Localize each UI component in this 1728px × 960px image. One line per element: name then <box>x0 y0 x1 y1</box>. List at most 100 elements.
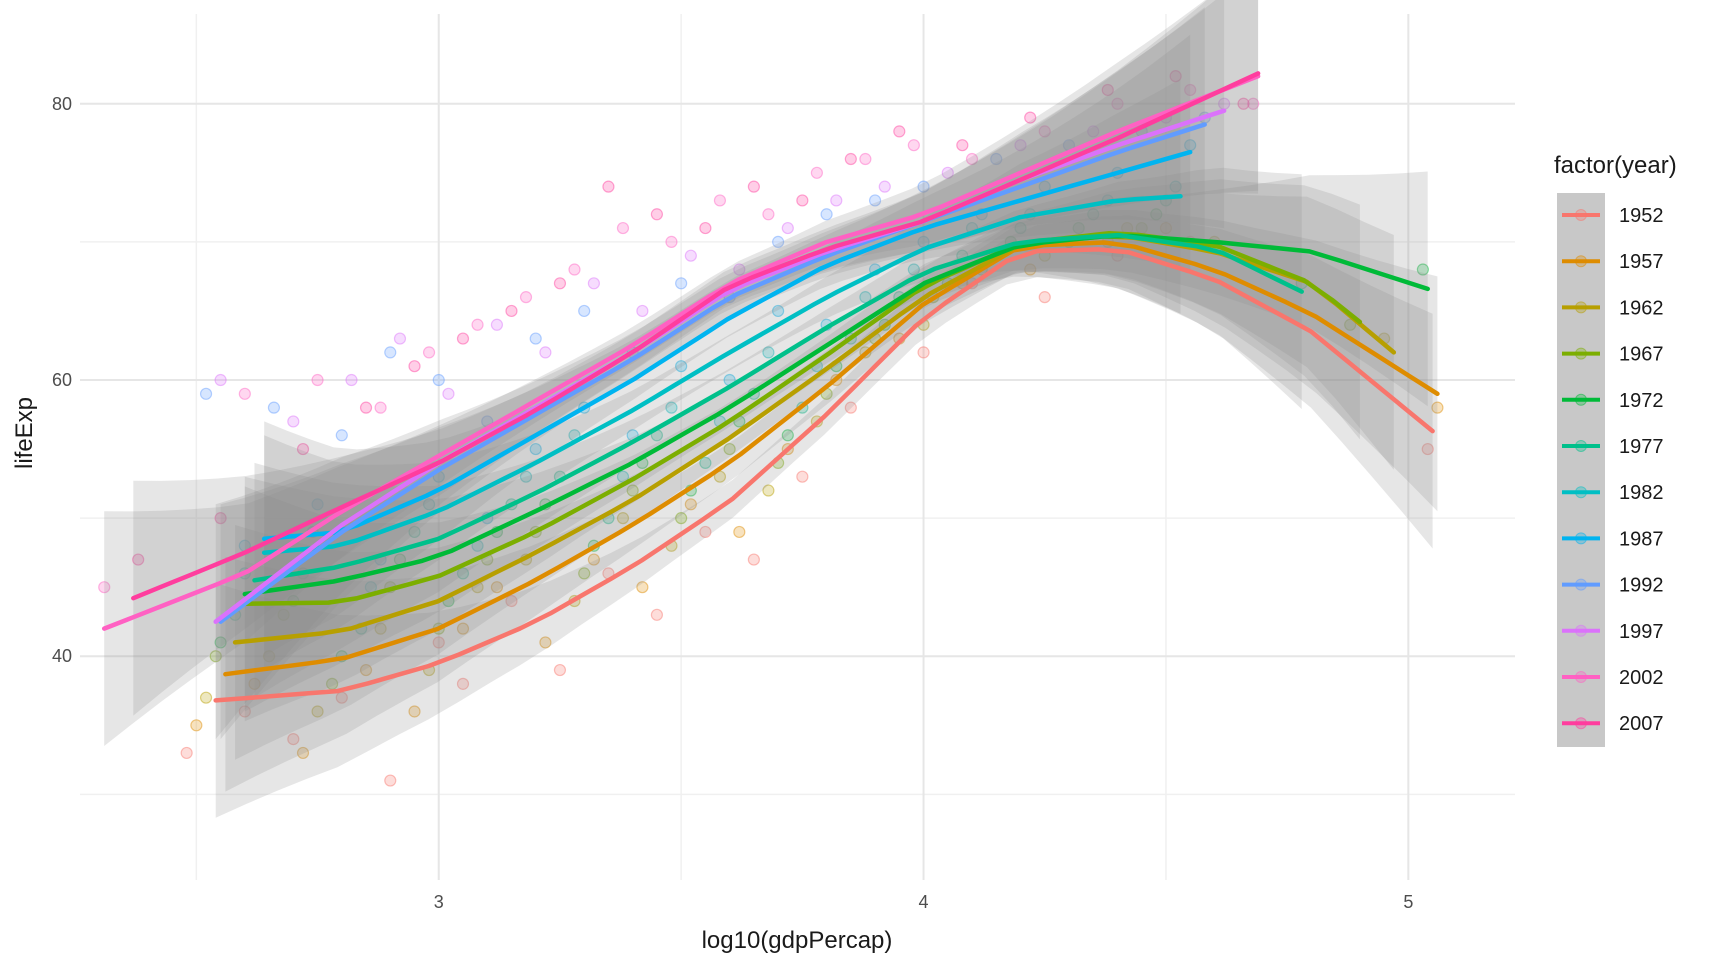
data-point <box>1184 83 1197 97</box>
data-point <box>359 401 373 414</box>
data-point <box>505 594 518 608</box>
data-point <box>868 194 882 207</box>
y-tick-label: 40 <box>52 646 72 666</box>
data-point <box>539 636 552 649</box>
data-point <box>456 622 470 635</box>
data-point <box>408 360 421 373</box>
data-point <box>1169 70 1182 83</box>
data-point <box>384 346 397 359</box>
series-line <box>223 240 1440 677</box>
legend-label: 1952 <box>1619 205 1664 227</box>
y-tick-label: 60 <box>52 370 72 390</box>
confidence-band <box>225 209 1438 792</box>
data-point <box>490 318 504 331</box>
data-point <box>456 332 470 345</box>
confidence-band <box>244 179 1360 722</box>
data-point <box>1421 442 1434 456</box>
data-point <box>699 525 712 539</box>
data-point <box>907 263 920 276</box>
data-point <box>602 180 615 193</box>
data-point <box>675 512 688 525</box>
data-point <box>1169 180 1182 193</box>
data-point <box>519 291 533 304</box>
legend-key-point <box>1575 255 1587 268</box>
data-point <box>199 691 213 704</box>
data-point <box>456 677 470 690</box>
data-point <box>287 733 300 746</box>
legend-key-point <box>1575 671 1587 683</box>
data-point <box>917 180 930 193</box>
data-point <box>733 525 746 539</box>
series-line <box>101 73 1261 631</box>
data-point <box>762 484 775 497</box>
data-point <box>529 442 542 456</box>
data-point <box>665 235 678 248</box>
data-point <box>844 401 857 414</box>
x-tick-label: 3 <box>434 892 444 912</box>
data-point <box>796 470 809 483</box>
data-point <box>1416 263 1429 276</box>
series-line <box>213 108 1227 624</box>
legend-key-point <box>1575 486 1587 499</box>
smooth-lines <box>101 71 1440 703</box>
series-line <box>242 233 1430 597</box>
confidence-band <box>215 0 1225 740</box>
data-point <box>772 235 785 248</box>
data-point <box>553 277 567 290</box>
data-point <box>810 166 823 179</box>
confidence-band <box>244 171 1428 712</box>
data-point <box>335 429 348 442</box>
legend-label: 1977 <box>1619 436 1664 458</box>
data-point <box>1344 318 1357 331</box>
data-point <box>1237 97 1250 110</box>
data-point <box>384 774 397 787</box>
legend-label: 2007 <box>1619 713 1664 735</box>
data-point <box>859 291 872 304</box>
data-point <box>442 387 455 400</box>
legend-label: 1992 <box>1619 575 1664 597</box>
data-point <box>1101 83 1114 97</box>
data-point <box>917 346 930 359</box>
legend-items: 1952 1957 1962 1967 1972 1977 1982 1987 1992 1997… <box>1562 205 1664 735</box>
x-tick-label: 5 <box>1403 892 1413 912</box>
data-point <box>432 373 445 387</box>
data-point <box>650 208 664 221</box>
data-point <box>990 152 1003 166</box>
data-point <box>636 304 649 318</box>
data-point <box>675 360 688 373</box>
data-point <box>650 608 664 621</box>
data-point <box>965 152 979 166</box>
data-point <box>408 525 421 539</box>
confidence-band <box>133 0 1259 716</box>
data-point <box>214 636 227 649</box>
data-point <box>616 512 630 525</box>
confidence-bands <box>104 0 1438 818</box>
data-point <box>684 498 697 511</box>
data-point <box>747 553 760 566</box>
data-point <box>713 194 727 207</box>
data-point <box>723 442 736 456</box>
data-point <box>374 622 387 635</box>
data-point <box>616 221 630 235</box>
legend-key-point <box>1575 393 1587 406</box>
data-point <box>456 567 470 580</box>
data-point <box>747 180 760 193</box>
legend-key-point <box>1575 717 1587 730</box>
legend-key-point <box>1575 578 1587 591</box>
data-point <box>199 387 213 400</box>
grid-major <box>80 14 1515 880</box>
legend-key-background <box>1557 193 1605 747</box>
data-point <box>956 139 969 152</box>
data-point <box>287 415 300 428</box>
data-point <box>408 705 421 718</box>
legend-label: 1997 <box>1619 621 1664 643</box>
data-point <box>578 304 591 318</box>
y-tick-labels: 40 60 80 <box>52 94 72 666</box>
data-point <box>214 512 227 525</box>
legend-key-point <box>1575 347 1587 360</box>
data-point <box>762 208 775 221</box>
legend-label: 1987 <box>1619 528 1664 550</box>
data-point <box>1024 263 1037 276</box>
confidence-band <box>215 215 1433 818</box>
